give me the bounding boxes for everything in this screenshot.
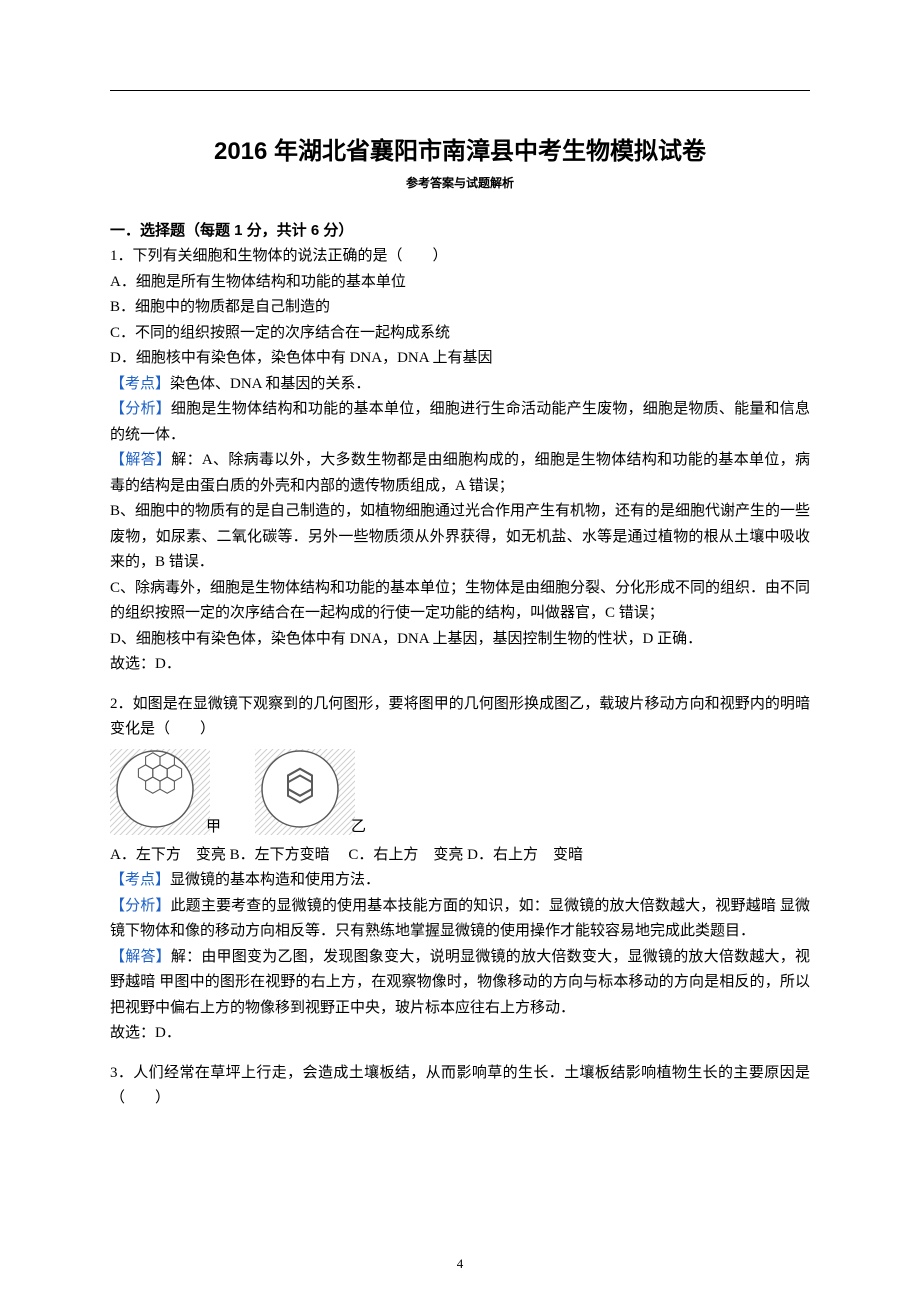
q1-stem: 1．下列有关细胞和生物体的说法正确的是（ ） xyxy=(110,244,810,270)
q1-answer: 故选：D． xyxy=(110,652,810,678)
q2-analysis: 【分析】此题主要考查的显微镜的使用基本技能方面的知识，如：显微镜的放大倍数越大，… xyxy=(110,894,810,945)
page-number: 4 xyxy=(0,1256,920,1272)
q2-option-c: C．右上方 变亮 xyxy=(348,847,463,863)
q2-option-b: B．左下方变暗 xyxy=(230,847,330,863)
q1-analysis: 【分析】细胞是生物体结构和功能的基本单位，细胞进行生命活动能产生废物，细胞是物质… xyxy=(110,397,810,448)
q2-solve: 【解答】解：由甲图变为乙图，发现图象变大，说明显微镜的放大倍数变大，显微镜的放大… xyxy=(110,945,810,1022)
microscope-figures-svg: 甲 乙 xyxy=(110,749,410,839)
q2-solve-text: 解：由甲图变为乙图，发现图象变大，说明显微镜的放大倍数变大，显微镜的放大倍数越大… xyxy=(110,949,810,1016)
q1-solve-c: C、除病毒外，细胞是生物体结构和功能的基本单位；生物体是由细胞分裂、分化形成不同… xyxy=(110,576,810,627)
exam-page: 2016 年湖北省襄阳市南漳县中考生物模拟试卷 参考答案与试题解析 一．选择题（… xyxy=(0,0,920,1302)
q1-solve-a: 【解答】解：A、除病毒以外，大多数生物都是由细胞构成的，细胞是生物体结构和功能的… xyxy=(110,448,810,499)
exam-tag: 【考点】 xyxy=(110,376,170,392)
q2-options: A．左下方 变亮 B．左下方变暗 C．右上方 变亮 D．右上方 变暗 xyxy=(110,843,810,869)
q2-exam-text: 显微镜的基本构造和使用方法． xyxy=(170,872,380,888)
top-rule xyxy=(110,90,810,91)
q2-option-a: A．左下方 变亮 xyxy=(110,847,226,863)
q1-solve-lead: 解：A、除病毒以外，大多数生物都是由细胞构成的，细胞是生物体结构和功能的基本单位… xyxy=(110,452,810,494)
fig-label-b: 乙 xyxy=(351,819,366,835)
q2-answer: 故选：D． xyxy=(110,1021,810,1047)
section-1-heading: 一．选择题（每题 1 分，共计 6 分） xyxy=(110,219,810,240)
solve-tag: 【解答】 xyxy=(110,949,171,965)
q2-option-d: D．右上方 变暗 xyxy=(467,847,583,863)
q3-stem: 3．人们经常在草坪上行走，会造成土壤板结，从而影响草的生长．土壤板结影响植物生长… xyxy=(110,1061,810,1112)
q1-option-d: D．细胞核中有染色体，染色体中有 DNA，DNA 上有基因 xyxy=(110,346,810,372)
q2-analysis-text: 此题主要考查的显微镜的使用基本技能方面的知识，如：显微镜的放大倍数越大，视野越暗… xyxy=(110,898,810,940)
q1-analysis-text: 细胞是生物体结构和功能的基本单位，细胞进行生命活动能产生废物，细胞是物质、能量和… xyxy=(110,401,810,443)
q1-exam-text: 染色体、DNA 和基因的关系． xyxy=(170,376,370,392)
q1-option-a: A．细胞是所有生物体结构和功能的基本单位 xyxy=(110,270,810,296)
analysis-tag: 【分析】 xyxy=(110,401,171,417)
q1-option-b: B．细胞中的物质都是自己制造的 xyxy=(110,295,810,321)
analysis-tag: 【分析】 xyxy=(110,898,171,914)
page-subtitle: 参考答案与试题解析 xyxy=(110,174,810,191)
q1-option-c: C．不同的组织按照一定的次序结合在一起构成系统 xyxy=(110,321,810,347)
exam-tag: 【考点】 xyxy=(110,872,170,888)
q1-solve-b: B、细胞中的物质有的是自己制造的，如植物细胞通过光合作用产生有机物，还有的是细胞… xyxy=(110,499,810,576)
fig-label-a: 甲 xyxy=(206,819,221,835)
q1-exam-point: 【考点】染色体、DNA 和基因的关系． xyxy=(110,372,810,398)
page-title: 2016 年湖北省襄阳市南漳县中考生物模拟试卷 xyxy=(110,131,810,166)
q2-figures: 甲 乙 xyxy=(110,749,810,839)
solve-tag: 【解答】 xyxy=(110,452,171,468)
q2-stem: 2．如图是在显微镜下观察到的几何图形，要将图甲的几何图形换成图乙，载玻片移动方向… xyxy=(110,692,810,743)
q1-options: A．细胞是所有生物体结构和功能的基本单位 B．细胞中的物质都是自己制造的 C．不… xyxy=(110,270,810,372)
q1-solve-d: D、细胞核中有染色体，染色体中有 DNA，DNA 上基因，基因控制生物的性状，D… xyxy=(110,627,810,653)
q2-exam-point: 【考点】显微镜的基本构造和使用方法． xyxy=(110,868,810,894)
